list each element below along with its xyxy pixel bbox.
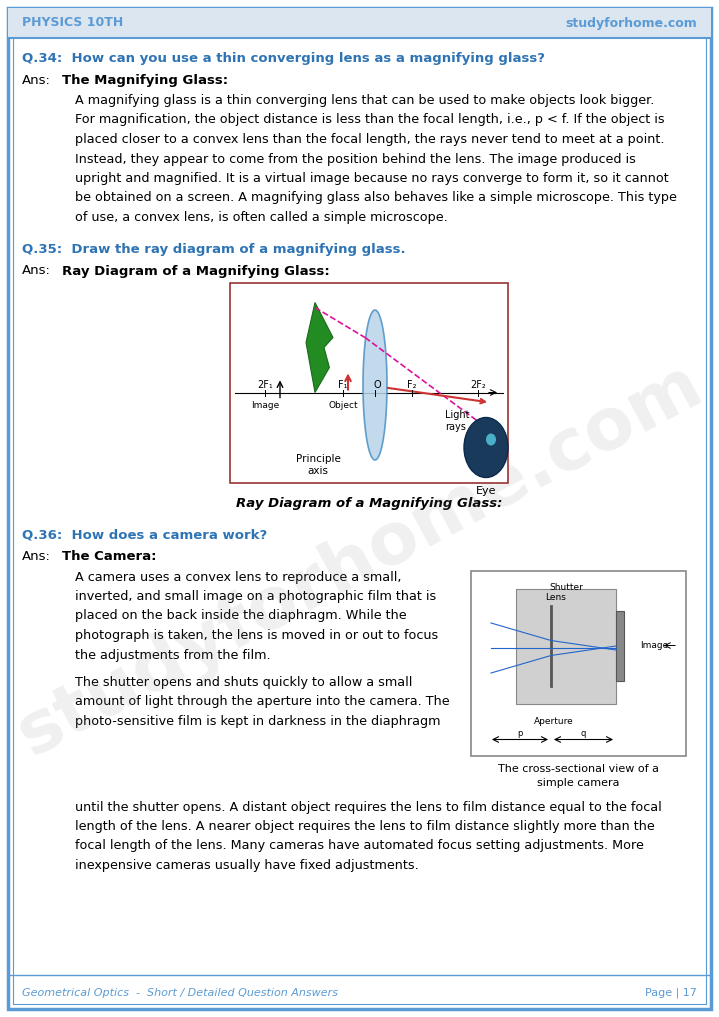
Text: upright and magnified. It is a virtual image because no rays converge to form it: upright and magnified. It is a virtual i…	[75, 172, 669, 185]
Ellipse shape	[486, 433, 496, 445]
Text: Eye: Eye	[476, 485, 496, 495]
Bar	[616, 610, 624, 680]
Text: Principle: Principle	[296, 455, 340, 465]
Text: 2F₁: 2F₁	[257, 380, 273, 391]
Text: simple camera: simple camera	[537, 778, 620, 787]
Text: Geometrical Optics  -  Short / Detailed Question Answers: Geometrical Optics - Short / Detailed Qu…	[22, 988, 338, 998]
Text: Ans:: Ans:	[22, 550, 51, 563]
Text: Light: Light	[445, 411, 470, 420]
Text: Image: Image	[251, 402, 279, 411]
Bar	[230, 283, 508, 482]
Text: Q.36:  How does a camera work?: Q.36: How does a camera work?	[22, 529, 267, 541]
Text: Shutter: Shutter	[549, 583, 583, 592]
Text: O: O	[373, 380, 381, 391]
Text: axis: axis	[308, 467, 329, 477]
Text: photo-sensitive film is kept in darkness in the diaphragm: photo-sensitive film is kept in darkness…	[75, 715, 441, 728]
Text: Object: Object	[328, 402, 358, 411]
Text: p: p	[517, 729, 523, 738]
Text: The cross-sectional view of a: The cross-sectional view of a	[498, 764, 659, 774]
Text: Ans:: Ans:	[22, 74, 51, 87]
Text: amount of light through the aperture into the camera. The: amount of light through the aperture int…	[75, 696, 449, 709]
Text: Image: Image	[640, 641, 668, 650]
Text: Ans:: Ans:	[22, 264, 51, 278]
Text: the adjustments from the film.: the adjustments from the film.	[75, 649, 270, 661]
Text: Instead, they appear to come from the position behind the lens. The image produc: Instead, they appear to come from the po…	[75, 153, 636, 166]
Text: The Magnifying Glass:: The Magnifying Glass:	[62, 74, 228, 87]
Text: PHYSICS 10TH: PHYSICS 10TH	[22, 16, 123, 29]
Text: photograph is taken, the lens is moved in or out to focus: photograph is taken, the lens is moved i…	[75, 629, 439, 642]
Text: length of the lens. A nearer object requires the lens to film distance slightly : length of the lens. A nearer object requ…	[75, 820, 655, 833]
Text: Ray Diagram of a Magnifying Glass:: Ray Diagram of a Magnifying Glass:	[236, 496, 502, 510]
Text: studyforhome.com: studyforhome.com	[565, 16, 697, 29]
Bar	[8, 8, 711, 38]
Text: A magnifying glass is a thin converging lens that can be used to make objects lo: A magnifying glass is a thin converging …	[75, 94, 654, 107]
Polygon shape	[363, 310, 387, 460]
Text: focal length of the lens. Many cameras have automated focus setting adjustments.: focal length of the lens. Many cameras h…	[75, 839, 644, 852]
Bar	[516, 589, 616, 704]
Text: Aperture: Aperture	[534, 717, 574, 725]
Text: Q.35:  Draw the ray diagram of a magnifying glass.: Q.35: Draw the ray diagram of a magnifyi…	[22, 242, 406, 255]
Text: rays: rays	[445, 422, 466, 432]
Text: F₁: F₁	[338, 380, 348, 391]
Text: be obtained on a screen. A magnifying glass also behaves like a simple microscop: be obtained on a screen. A magnifying gl…	[75, 191, 677, 204]
Text: Lens: Lens	[546, 593, 567, 601]
Text: A camera uses a convex lens to reproduce a small,: A camera uses a convex lens to reproduce…	[75, 571, 401, 584]
Text: For magnification, the object distance is less than the focal length, i.e., p < : For magnification, the object distance i…	[75, 114, 664, 126]
Text: F₂: F₂	[407, 380, 417, 391]
Text: placed on the back inside the diaphragm. While the: placed on the back inside the diaphragm.…	[75, 609, 407, 622]
Text: inexpensive cameras usually have fixed adjustments.: inexpensive cameras usually have fixed a…	[75, 859, 418, 872]
Text: The shutter opens and shuts quickly to allow a small: The shutter opens and shuts quickly to a…	[75, 676, 413, 689]
Text: placed closer to a convex lens than the focal length, the rays never tend to mee: placed closer to a convex lens than the …	[75, 133, 664, 146]
Text: Ray Diagram of a Magnifying Glass:: Ray Diagram of a Magnifying Glass:	[62, 264, 330, 278]
Ellipse shape	[464, 418, 508, 478]
Text: until the shutter opens. A distant object requires the lens to film distance equ: until the shutter opens. A distant objec…	[75, 800, 661, 814]
Polygon shape	[306, 302, 333, 393]
Text: Page | 17: Page | 17	[645, 988, 697, 999]
Text: of use, a convex lens, is often called a simple microscope.: of use, a convex lens, is often called a…	[75, 211, 448, 224]
Text: q: q	[581, 729, 586, 738]
Text: 2F₂: 2F₂	[470, 380, 486, 391]
Bar	[471, 571, 686, 756]
Text: The Camera:: The Camera:	[62, 550, 157, 563]
Text: studyforhome.com: studyforhome.com	[6, 350, 714, 770]
Text: inverted, and small image on a photographic film that is: inverted, and small image on a photograp…	[75, 590, 436, 603]
Text: Q.34:  How can you use a thin converging lens as a magnifying glass?: Q.34: How can you use a thin converging …	[22, 52, 545, 65]
